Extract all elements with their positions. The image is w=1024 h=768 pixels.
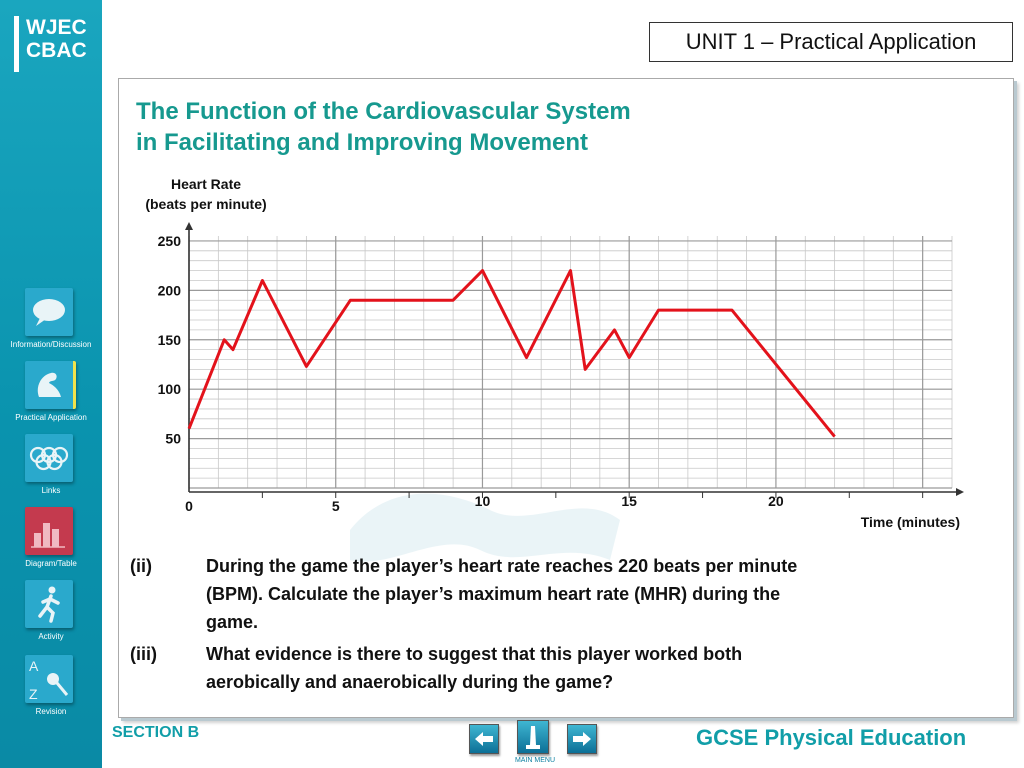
x-tick-label: 10 <box>475 493 491 509</box>
y-tick-label: 150 <box>158 332 182 348</box>
monument-icon <box>526 726 540 749</box>
wjec-logo: WJEC CBAC <box>14 16 88 74</box>
question-line: aerobically and anaerobically during the… <box>206 672 614 692</box>
title-line-1: The Function of the Cardiovascular Syste… <box>136 98 631 125</box>
question-text: During the game the player’s heart rate … <box>206 552 966 636</box>
sidebar-item-label: Links <box>41 486 61 495</box>
heart-rate-line <box>187 269 836 438</box>
chart-grid <box>188 236 953 489</box>
x-axis-label: Time (minutes) <box>860 514 960 530</box>
x-tick-label: 20 <box>768 493 784 509</box>
svg-text:A: A <box>29 658 39 674</box>
sidebar: WJEC CBAC Information/Discussion Practic… <box>0 0 102 768</box>
y-tick-label: 200 <box>158 282 182 298</box>
running-figure-icon[interactable] <box>25 580 73 628</box>
question-line: (BPM). Calculate the player’s maximum he… <box>206 584 781 604</box>
question-line: During the game the player’s heart rate … <box>206 556 798 576</box>
arrow-left-icon <box>475 732 493 746</box>
question-text: What evidence is there to suggest that t… <box>206 640 966 696</box>
speech-bubble-icon[interactable] <box>25 288 73 336</box>
chart-ticks: 250 200 150 100 50 0 5 10 15 20 <box>158 233 784 514</box>
logo-line-2: CBAC <box>26 39 87 62</box>
x-axis-arrow <box>956 488 964 496</box>
sidebar-item-label: Revision <box>35 707 67 716</box>
question-iii: (iii) What evidence is there to suggest … <box>130 640 970 696</box>
next-button[interactable] <box>567 724 597 754</box>
sidebar-item-label: Practical Application <box>15 413 87 422</box>
question-line: What evidence is there to suggest that t… <box>206 644 743 664</box>
arrow-right-icon <box>573 732 591 746</box>
question-number: (ii) <box>130 556 152 576</box>
logo-bar <box>14 16 19 72</box>
x-tick-label: 5 <box>332 498 340 514</box>
y-axis-label: Heart Rate (beats per minute) <box>118 174 294 214</box>
previous-button[interactable] <box>469 724 499 754</box>
content-panel <box>118 78 1014 718</box>
logo-line-1: WJEC <box>26 16 87 39</box>
y-axis-label-line-1: Heart Rate <box>170 176 242 192</box>
question-line: game. <box>206 612 259 632</box>
x-tick-label: 0 <box>185 498 193 514</box>
x-tick-label: 15 <box>621 493 637 509</box>
chart-axes <box>185 222 964 498</box>
question-ii: (ii) During the game the player’s heart … <box>130 552 970 636</box>
y-axis-arrow <box>185 222 193 230</box>
sidebar-item-label: Diagram/Table <box>25 559 77 568</box>
y-tick-label: 100 <box>158 381 182 397</box>
unit-title: UNIT 1 – Practical Application <box>649 22 1013 62</box>
svg-text:Z: Z <box>29 686 38 702</box>
main-menu-button[interactable] <box>517 720 549 754</box>
question-number: (iii) <box>130 644 157 664</box>
y-tick-label: 50 <box>165 431 181 447</box>
course-title: GCSE Physical Education <box>696 725 967 750</box>
section-label: SECTION B <box>112 724 200 741</box>
y-tick-label: 250 <box>158 233 182 249</box>
olympic-rings-icon[interactable] <box>25 434 73 482</box>
watermark-figure <box>350 493 620 562</box>
main-menu-label: MAIN MENU <box>514 757 556 764</box>
title-line-2: in Facilitating and Improving Movement <box>136 129 589 156</box>
sidebar-item-label: Activity <box>38 632 64 641</box>
y-axis-label-line-2: (beats per minute) <box>145 196 267 212</box>
flexed-arm-icon[interactable] <box>25 361 76 409</box>
bar-chart-icon[interactable] <box>25 507 73 555</box>
page-title: The Function of the Cardiovascular Syste… <box>136 96 836 158</box>
sidebar-item-label: Information/Discussion <box>10 340 92 349</box>
